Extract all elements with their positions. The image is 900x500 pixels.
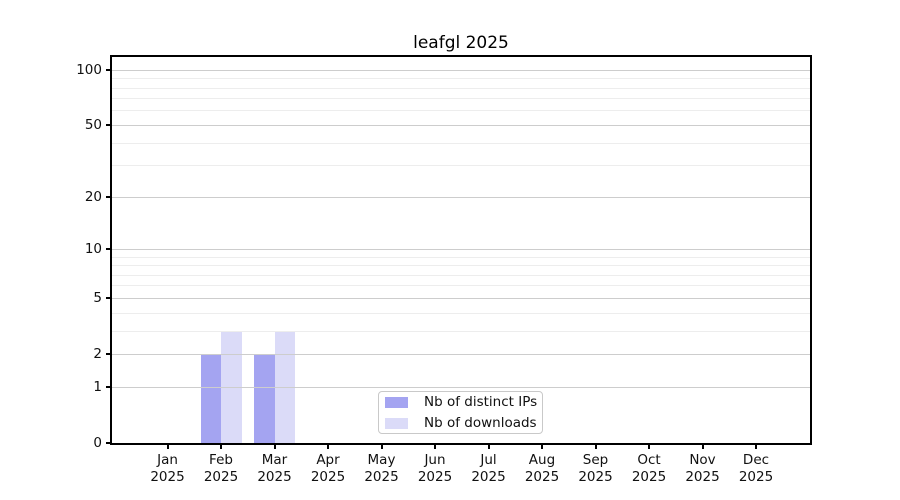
major-gridline-1 [112, 386, 810, 388]
x-tick-may [380, 445, 383, 449]
bar-distinct-ips-feb [200, 354, 221, 443]
x-tick-label-nov: Nov 2025 [685, 452, 719, 486]
y-tick-100 [106, 69, 110, 72]
minor-gridline-3 [112, 330, 810, 332]
x-tick-nov [701, 445, 704, 449]
y-tick-label-1: 1 [93, 379, 102, 396]
x-tick-label-mar: Mar 2025 [257, 452, 291, 486]
x-tick-label-jun: Jun 2025 [418, 452, 452, 486]
major-gridline-10 [112, 248, 810, 250]
y-tick-label-0: 0 [93, 435, 102, 451]
x-tick-label-sep: Sep 2025 [578, 452, 612, 486]
x-tick-dec [755, 445, 757, 449]
y-tick-2 [106, 353, 110, 356]
x-tick-month: Dec [742, 452, 770, 468]
y-tick-10 [106, 248, 110, 251]
x-tick-year: 2025 [685, 469, 720, 485]
major-gridline-2 [112, 353, 810, 355]
legend-swatch-downloads [385, 417, 408, 429]
x-tick-year: 2025 [738, 469, 774, 485]
x-tick-jul [487, 445, 490, 449]
y-tick-label-20: 20 [84, 189, 102, 206]
legend-swatch-distinct-ips [385, 396, 408, 408]
y-tick-label-5: 5 [93, 290, 102, 307]
x-tick-label-feb: Feb 2025 [204, 452, 238, 486]
x-tick-month: Aug [528, 452, 556, 468]
x-tick-month: Apr [316, 452, 340, 468]
minor-gridline-70 [112, 98, 810, 100]
legend-entry-downloads: Nb of downloads [385, 415, 542, 431]
x-tick-month: Jul [480, 452, 497, 468]
plot-area: 0 1 2 5 10 20 50 100 Jan 2025 Feb 2025 Mar 2025 Apr 202… [76, 55, 812, 485]
minor-gridline-6 [112, 285, 810, 287]
x-tick-year: 2025 [417, 469, 453, 485]
x-tick-year: 2025 [578, 469, 613, 485]
minor-gridline-30 [112, 165, 810, 167]
y-tick-label-2: 2 [93, 346, 102, 363]
x-tick-label-jul: Jul 2025 [471, 452, 505, 486]
x-tick-year: 2025 [364, 469, 399, 485]
x-tick-jun [434, 445, 436, 449]
y-tick-20 [106, 196, 110, 199]
x-tick-month: May [367, 452, 396, 468]
legend-label-downloads: Nb of downloads [424, 415, 537, 431]
minor-gridline-40 [112, 142, 810, 144]
x-tick-aug [541, 445, 543, 449]
x-tick-year: 2025 [631, 469, 667, 485]
x-tick-year: 2025 [257, 469, 292, 485]
major-gridline-100 [112, 69, 810, 71]
minor-gridline-90 [112, 78, 810, 80]
x-tick-month: Oct [637, 452, 661, 468]
x-tick-label-aug: Aug 2025 [525, 452, 559, 486]
x-tick-sep [594, 445, 597, 449]
major-gridline-20 [112, 196, 810, 198]
x-tick-label-may: May 2025 [364, 452, 398, 486]
x-tick-year: 2025 [471, 469, 506, 485]
y-tick-label-50: 50 [84, 117, 102, 134]
y-tick-label-10: 10 [84, 241, 102, 258]
legend-entry-distinct-ips: Nb of distinct IPs [385, 394, 542, 410]
minor-gridline-80 [112, 87, 810, 89]
x-tick-month: Jun [424, 452, 446, 468]
x-tick-year: 2025 [310, 469, 346, 485]
x-tick-year: 2025 [150, 469, 185, 485]
x-tick-month: Sep [582, 452, 609, 468]
x-tick-mar [273, 445, 276, 449]
y-tick-1 [106, 386, 110, 389]
x-tick-year: 2025 [203, 469, 239, 485]
x-tick-month: Feb [209, 452, 233, 468]
x-tick-year: 2025 [524, 469, 560, 485]
x-tick-month: Mar [261, 452, 288, 468]
x-tick-apr [327, 445, 329, 449]
x-tick-oct [648, 445, 650, 449]
x-tick-label-apr: Apr 2025 [311, 452, 345, 486]
x-tick-label-jan: Jan 2025 [150, 452, 184, 486]
minor-gridline-4 [112, 312, 810, 314]
x-tick-label-dec: Dec 2025 [739, 452, 773, 486]
legend-label-distinct-ips: Nb of distinct IPs [424, 394, 538, 410]
x-tick-feb [220, 445, 222, 449]
x-tick-month: Jan [157, 452, 178, 468]
y-tick-0 [106, 442, 110, 444]
minor-gridline-60 [112, 110, 810, 112]
major-gridline-50 [112, 124, 810, 126]
x-tick-jan [166, 445, 169, 449]
chart-title: leafgl 2025 [413, 33, 509, 53]
x-tick-month: Nov [689, 452, 716, 468]
minor-gridline-9 [112, 256, 810, 258]
minor-gridline-8 [112, 265, 810, 267]
y-tick-label-100: 100 [76, 62, 102, 79]
y-tick-50 [106, 124, 110, 127]
legend: Nb of distinct IPs Nb of downloads [378, 391, 543, 434]
y-tick-5 [106, 297, 110, 300]
major-gridline-5 [112, 297, 810, 299]
x-tick-label-oct: Oct 2025 [632, 452, 666, 486]
bar-distinct-ips-mar [254, 354, 275, 443]
minor-gridline-7 [112, 274, 810, 276]
